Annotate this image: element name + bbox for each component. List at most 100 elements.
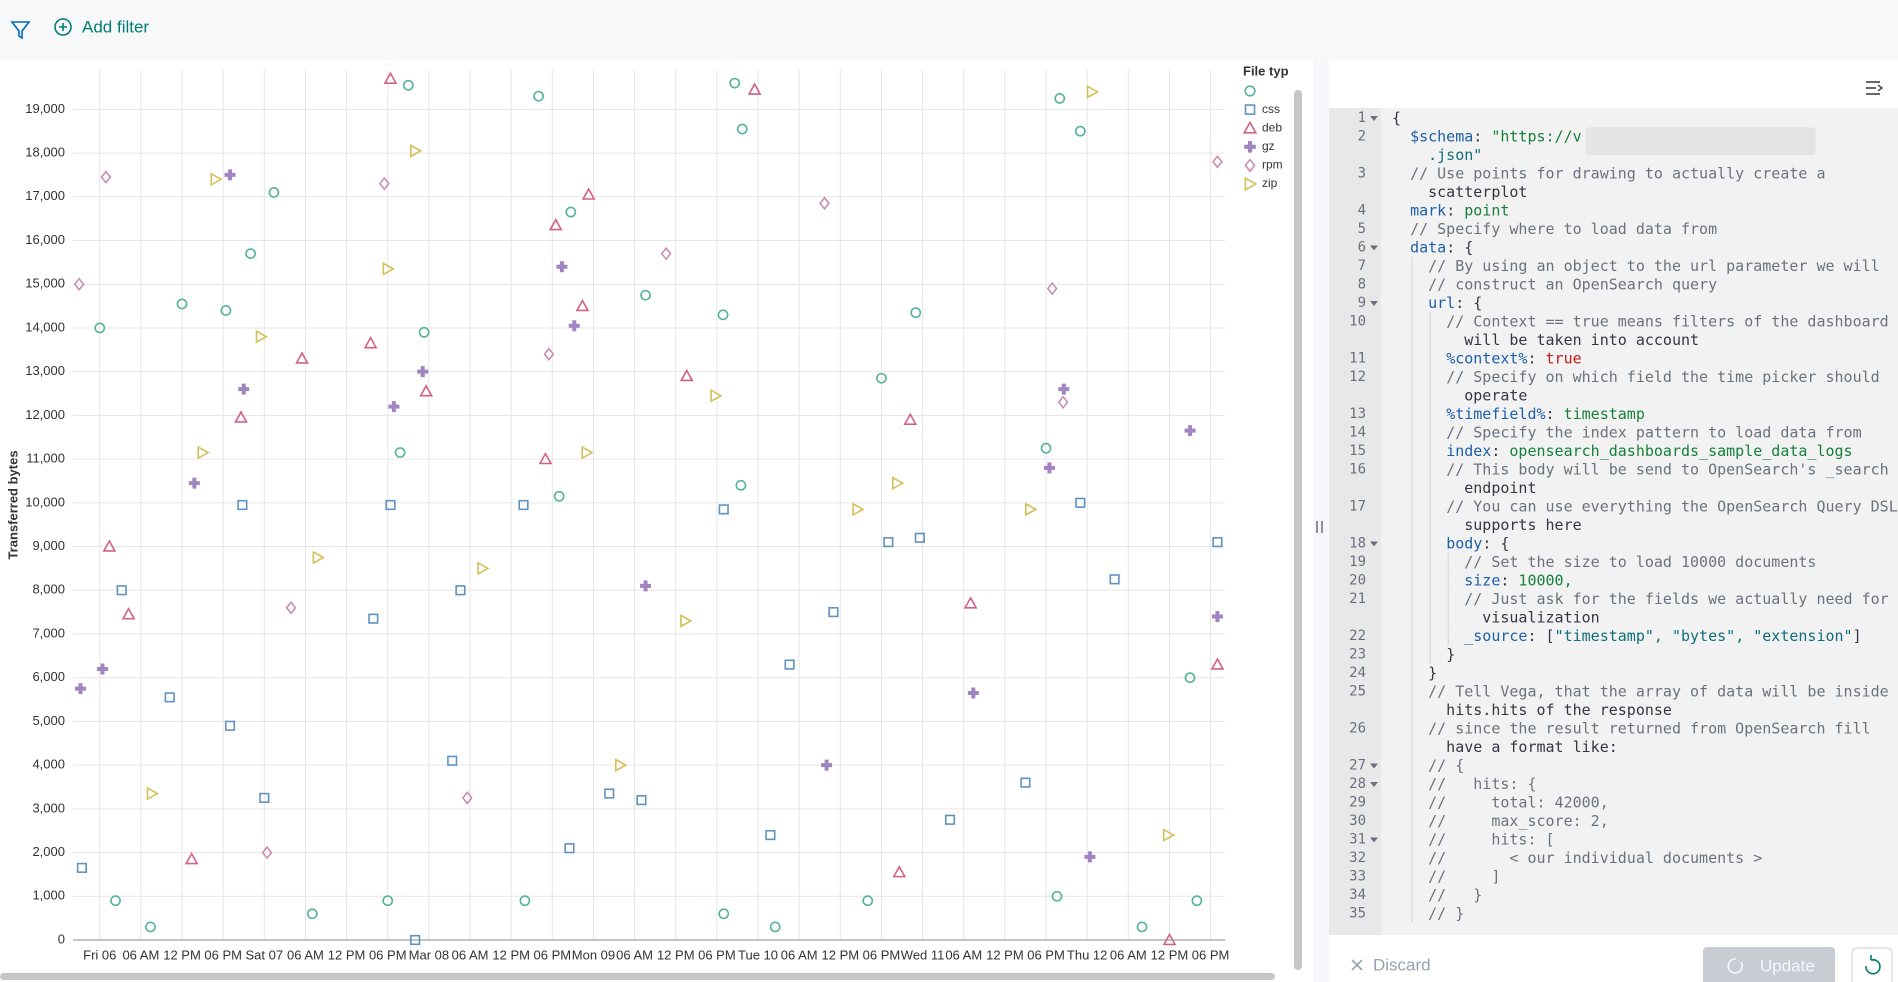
legend-label: deb (1262, 120, 1282, 134)
discard-icon[interactable] (1351, 959, 1363, 971)
point (306, 908, 318, 920)
add-filter[interactable]: Add filter (82, 17, 149, 36)
point (312, 550, 325, 565)
fold-arrow[interactable] (1370, 782, 1378, 787)
y-tick-label: 18,000 (25, 145, 65, 160)
point (581, 187, 596, 200)
y-tick-label: 14,000 (25, 319, 65, 334)
y-tick-label: 16,000 (25, 232, 65, 247)
y-tick-label: 11,000 (26, 451, 65, 466)
resize-handle[interactable] (1316, 521, 1323, 533)
update-label[interactable]: Update (1760, 956, 1815, 975)
point (892, 476, 905, 491)
update-icon (1727, 958, 1744, 974)
filter-bar (0, 0, 1898, 60)
point (967, 687, 979, 699)
legend-label: zip (1262, 176, 1278, 190)
code-editor[interactable] (1329, 108, 1898, 935)
legend-label: gz (1262, 139, 1275, 153)
code-wrap: hits.hits of the response (1446, 701, 1672, 719)
v-scrollbar[interactable] (1294, 90, 1302, 970)
point (461, 791, 473, 805)
legend-symbol (1244, 141, 1256, 153)
code-line: // Use points for drawing to actually cr… (1392, 164, 1825, 182)
line-number: 33 (1349, 869, 1366, 885)
legend-symbol (1244, 104, 1256, 115)
fold-arrow[interactable] (1370, 763, 1378, 769)
filter-icon[interactable] (10, 21, 31, 40)
x-tick-label: 12 PM (657, 947, 695, 962)
point (259, 792, 270, 804)
fold-arrow[interactable] (1370, 541, 1378, 547)
code-line: // You can use everything the OpenSearch… (1392, 497, 1898, 515)
point (1212, 537, 1223, 548)
point (581, 445, 594, 460)
code-line: index: opensearch_dashboards_sample_data… (1392, 442, 1853, 460)
code-wrap: will be taken into account (1464, 331, 1699, 349)
point (418, 326, 430, 338)
fold-arrow[interactable] (1370, 837, 1378, 843)
point (568, 320, 580, 332)
code-line: mark: point (1392, 201, 1509, 219)
legend-symbol (1244, 176, 1258, 192)
y-tick-label: 7,000 (32, 625, 65, 640)
legend-symbol (1244, 158, 1256, 173)
point (883, 537, 894, 548)
code-wrap: supports here (1464, 516, 1581, 534)
line-number: 2 (1358, 129, 1366, 145)
code-line: { (1392, 109, 1401, 127)
fold-arrow[interactable] (1370, 301, 1378, 306)
add-filter-plus (59, 23, 67, 31)
point (410, 934, 421, 946)
refresh-button[interactable] (1851, 947, 1893, 982)
point (477, 561, 490, 576)
code-line: } (1392, 664, 1437, 682)
point (862, 895, 874, 907)
line-number: 8 (1358, 277, 1366, 293)
line-number: 31 (1349, 832, 1366, 848)
point (238, 383, 250, 395)
point (1020, 777, 1031, 788)
x-tick-label: 12 PM (1151, 947, 1189, 962)
point (145, 921, 156, 933)
point (680, 613, 693, 628)
y-tick-label: 12,000 (25, 407, 65, 422)
fold-arrow[interactable] (1370, 245, 1378, 251)
fold-arrow[interactable] (1370, 116, 1378, 121)
chart: 0 1,000 2,000 3,000 4,000 5,000 6,000 7,000 8,00… (5, 63, 1288, 962)
code-line: // since the result returned from OpenSe… (1392, 719, 1871, 737)
point (710, 388, 723, 403)
x-tick-label: Mon 09 (572, 947, 615, 962)
point (736, 123, 748, 135)
point (285, 600, 297, 615)
gutter (1329, 108, 1381, 935)
x-tick-label: 06 PM (534, 947, 572, 962)
legend-title: File typ (1243, 63, 1289, 78)
h-scrollbar[interactable] (0, 973, 1275, 980)
point (1184, 672, 1196, 684)
code-line: // } (1392, 904, 1464, 922)
point (245, 248, 256, 260)
point (402, 79, 414, 91)
code: 1 {2 $schema: "https://v.json" 3 // Use po… (1349, 109, 1898, 923)
discard-button[interactable]: Discard (1373, 955, 1431, 974)
point (255, 329, 269, 344)
line-number: 10 (1349, 314, 1366, 330)
x-tick-label: 12 PM (492, 947, 530, 962)
point (1046, 281, 1058, 296)
point (543, 347, 555, 361)
point (188, 477, 200, 489)
add-filter-icon[interactable] (54, 18, 72, 36)
code-line: // hits: [ (1392, 830, 1555, 848)
chart-panel (0, 60, 1313, 982)
point (1212, 155, 1223, 169)
point (533, 90, 544, 102)
refresh-icon (1865, 955, 1881, 975)
code-line: // Specify where to load data from (1392, 220, 1717, 238)
blurred-url (1585, 127, 1816, 155)
code-line: // Tell Vega, that the array of data wil… (1392, 682, 1889, 700)
point (121, 607, 136, 620)
code-line: // hits: { (1392, 775, 1537, 793)
collapse-icon[interactable] (1866, 81, 1884, 95)
